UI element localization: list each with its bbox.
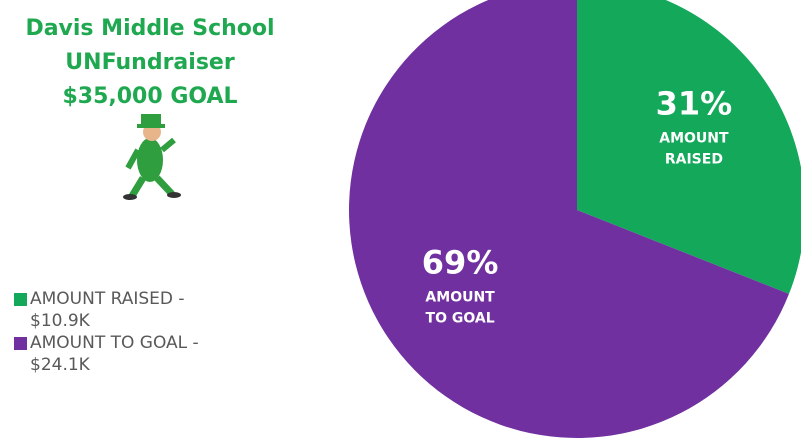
legend-label: AMOUNT RAISED - $10.9K: [30, 289, 185, 331]
legend-item: AMOUNT TO GOAL - $24.1K: [14, 332, 239, 376]
pie-slice: [577, 0, 801, 294]
legend-item: AMOUNT RAISED - $10.9K: [14, 288, 239, 332]
chart-title: Davis Middle School: [25, 16, 274, 41]
slice-label: RAISED: [665, 152, 723, 168]
slice-label: TO GOAL: [426, 310, 495, 326]
mascot: [123, 114, 181, 200]
legend: AMOUNT RAISED - $10.9K AMOUNT TO GOAL - $…: [14, 288, 239, 376]
legend-label: AMOUNT TO GOAL - $24.1K: [30, 333, 199, 375]
chart-title: UNFundraiser: [65, 50, 235, 75]
legend-swatch: [14, 293, 27, 306]
slice-label: AMOUNT: [659, 131, 729, 147]
slice-label: AMOUNT: [425, 289, 495, 305]
slice-value-label: 31%: [656, 85, 733, 123]
legend-swatch: [14, 337, 27, 350]
slice-value-label: 69%: [422, 243, 499, 281]
pie-slice: [349, 0, 789, 438]
chart-title: $35,000 GOAL: [62, 84, 237, 109]
